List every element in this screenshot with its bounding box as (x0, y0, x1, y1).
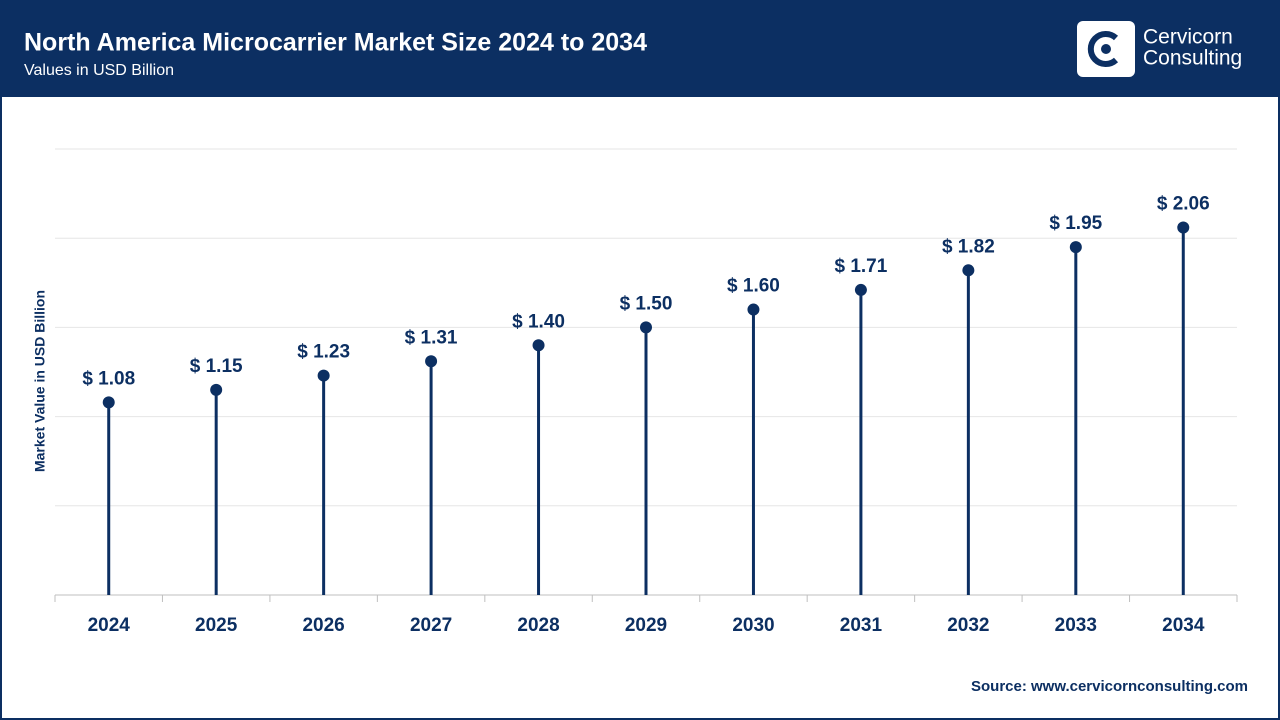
dot (747, 303, 760, 316)
logo-icon (1087, 31, 1119, 67)
dot (854, 283, 867, 296)
dot (962, 264, 975, 277)
x-tick-label: 2032 (947, 615, 989, 636)
logo-dot (1101, 44, 1111, 54)
dot (532, 339, 545, 352)
data-label: $ 1.60 (727, 276, 780, 297)
data-label: $ 1.15 (190, 356, 243, 377)
dot (425, 355, 438, 368)
dot (317, 369, 330, 382)
chart-subtitle: Values in USD Billion (24, 62, 174, 79)
chart-title: North America Microcarrier Market Size 2… (24, 29, 647, 57)
data-label: $ 1.50 (620, 293, 673, 314)
x-tick-label: 2027 (410, 615, 452, 636)
x-tick-label: 2033 (1055, 615, 1097, 636)
data-label: $ 1.71 (834, 256, 887, 277)
logo: Cervicorn Consulting (1077, 21, 1242, 77)
data-label: $ 1.95 (1049, 213, 1102, 234)
x-tick-label: 2028 (517, 615, 559, 636)
dot (640, 321, 652, 334)
x-tick-label: 2030 (732, 615, 774, 636)
dot (210, 383, 223, 396)
y-axis-label: Market Value in USD Billion (32, 290, 48, 472)
data-label: $ 1.40 (512, 311, 565, 332)
x-tick-label: 2034 (1162, 615, 1205, 636)
data-label: $ 1.31 (405, 327, 458, 348)
x-tick-label: 2029 (625, 615, 667, 636)
x-tick-label: 2024 (88, 615, 131, 636)
logo-text: Consulting (1143, 47, 1242, 70)
x-tick-label: 2031 (840, 615, 883, 636)
dot (1177, 221, 1190, 234)
x-tick-label: 2025 (195, 615, 238, 636)
logo-text: Cervicorn (1143, 26, 1233, 49)
data-label: $ 1.08 (82, 368, 135, 389)
header-band (0, 0, 1280, 97)
x-tick-label: 2026 (302, 615, 344, 636)
data-label: $ 2.06 (1157, 194, 1210, 215)
data-label: $ 1.82 (942, 236, 995, 257)
dot (1069, 241, 1082, 254)
dot (102, 396, 115, 409)
source: Source: www.cervicornconsulting.com (971, 678, 1248, 695)
data-label: $ 1.23 (297, 342, 350, 363)
